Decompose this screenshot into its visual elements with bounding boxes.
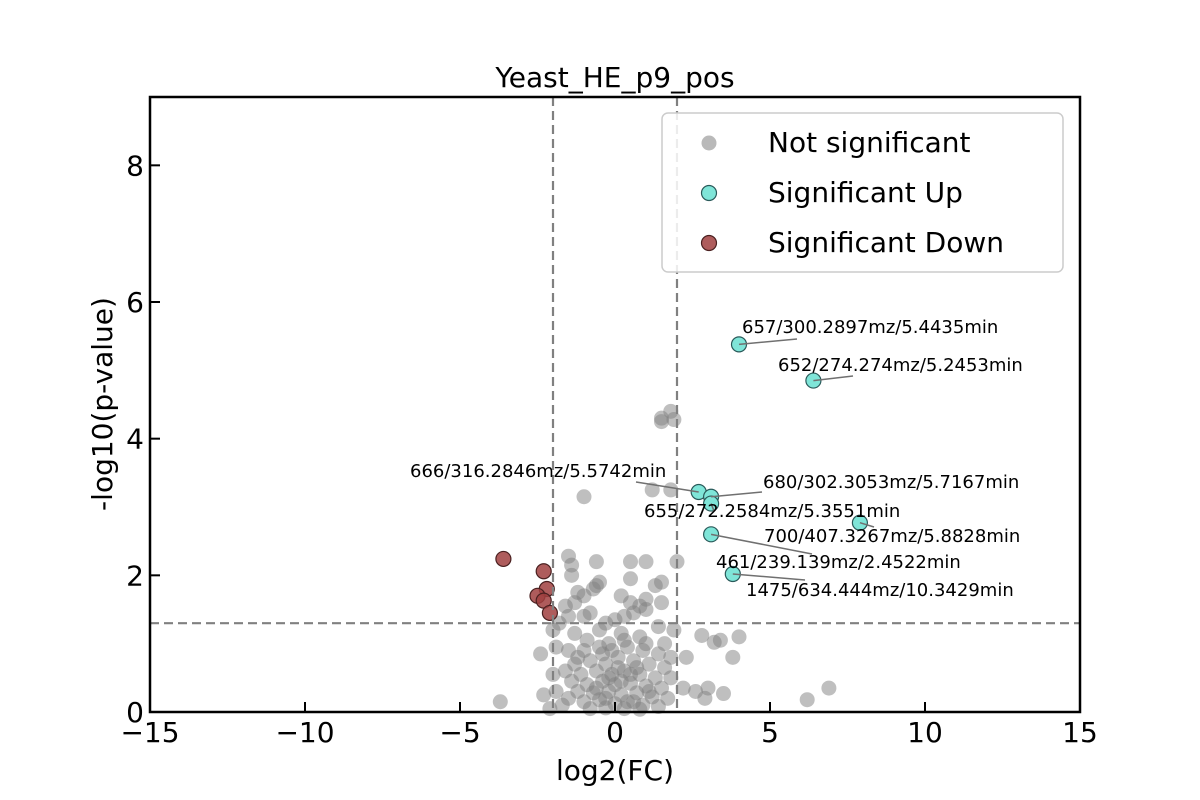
annotation-leader-4 (710, 503, 715, 512)
x-tick-label-1: −10 (275, 716, 334, 749)
legend-marker-not-significant (701, 135, 717, 151)
point-not-significant-2 (654, 414, 669, 430)
point-not-significant-37 (650, 619, 666, 635)
y-tick-label-3: 6 (126, 286, 144, 319)
legend-marker-significant-up (700, 184, 718, 202)
point-significant-down-1 (535, 563, 552, 580)
annotation-leader-5 (859, 521, 875, 528)
y-tick-label-2: 4 (126, 423, 144, 456)
point-not-significant-53 (678, 649, 694, 665)
point-not-significant-10 (564, 567, 580, 583)
point-not-significant-60 (635, 643, 651, 658)
point-not-significant-21 (588, 578, 604, 594)
point-not-significant-9 (564, 557, 580, 573)
annotation-label-0: 657/300.2897mz/5.4435min (742, 317, 998, 338)
annotation-leader-7 (732, 573, 806, 581)
point-not-significant-126 (554, 697, 570, 713)
point-not-significant-17 (647, 578, 663, 594)
point-not-significant-50 (706, 634, 722, 650)
annotation-leader-3 (711, 491, 763, 498)
point-not-significant-8 (588, 554, 604, 570)
point-not-significant-15 (623, 571, 638, 587)
point-not-significant-34 (582, 605, 598, 621)
legend-label-significant-down: Significant Down (768, 226, 1004, 259)
annotation-leader-6 (710, 533, 813, 555)
y-tick-label-1: 2 (126, 559, 144, 592)
y-axis-label: -log10(p-value) (86, 297, 119, 511)
point-not-significant-108 (697, 690, 713, 706)
annotation-label-6: 461/239.139mz/2.4522min (716, 552, 961, 573)
point-not-significant-12 (638, 554, 654, 570)
legend-label-significant-up: Significant Up (768, 176, 963, 209)
point-not-significant-112 (601, 670, 617, 686)
point-not-significant-104 (492, 694, 508, 710)
point-significant-down-0 (495, 550, 512, 568)
point-not-significant-125 (663, 670, 679, 686)
x-tick-label-0: −15 (120, 716, 179, 749)
point-not-significant-3 (666, 412, 682, 428)
point-not-significant-11 (623, 554, 638, 570)
x-tick-label-4: 5 (761, 716, 779, 749)
point-not-significant-97 (650, 699, 666, 715)
point-significant-down-5 (541, 604, 559, 622)
annotation-label-1: 652/274.274mz/5.2453min (778, 355, 1023, 376)
point-not-significant-128 (657, 636, 673, 652)
point-not-significant-110 (821, 680, 837, 696)
point-not-significant-109 (716, 686, 731, 702)
annotation-label-3: 680/302.3053mz/5.7167min (763, 472, 1019, 493)
point-not-significant-121 (567, 656, 583, 672)
point-not-significant-56 (533, 646, 549, 662)
point-not-significant-51 (731, 629, 747, 645)
annotations-layer: 657/300.2897mz/5.4435min 652/274.274mz/5.… (410, 317, 1023, 601)
point-not-significant-105 (675, 680, 691, 696)
point-not-significant-111 (799, 692, 815, 708)
y-tick-label-0: 0 (126, 696, 144, 729)
point-not-significant-25 (567, 595, 583, 611)
point-not-significant-29 (638, 602, 654, 617)
x-tick-label-3: 0 (606, 716, 624, 749)
annotation-label-7: 1475/634.444mz/10.3429min (746, 580, 1014, 601)
point-not-significant-98 (582, 701, 598, 717)
point-not-significant-120 (641, 684, 657, 699)
point-not-significant-28 (654, 595, 669, 611)
annotation-label-5: 700/407.3267mz/5.8828min (764, 526, 1020, 547)
point-not-significant-113 (610, 660, 626, 676)
x-tick-label-6: 15 (1062, 716, 1098, 749)
points-layer (492, 336, 869, 717)
point-not-significant-127 (542, 701, 558, 717)
x-tick-label-2: −5 (439, 716, 480, 749)
point-not-significant-123 (598, 690, 614, 706)
legend-label-not-significant: Not significant (768, 126, 971, 159)
annotation-label-2: 666/316.2846mz/5.5742min (410, 461, 666, 482)
point-not-significant-40 (592, 622, 607, 638)
point-not-significant-39 (567, 625, 583, 641)
point-not-significant-4 (576, 489, 592, 505)
legend-box (661, 112, 1064, 273)
point-not-significant-117 (616, 632, 632, 648)
annotation-leader-2 (635, 481, 699, 493)
legend: Not significant Significant Up Significa… (661, 112, 1064, 273)
point-not-significant-52 (725, 649, 741, 665)
point-not-significant-6 (663, 482, 679, 498)
axis-ticks: −15 −10 −5 0 5 10 15 0 2 4 6 8 (120, 149, 1097, 749)
x-axis-label: log2(FC) (556, 754, 674, 787)
point-not-significant-115 (626, 694, 642, 710)
y-tick-label-4: 8 (126, 149, 144, 182)
point-not-significant-103 (536, 687, 552, 703)
point-not-significant-124 (623, 666, 638, 682)
point-not-significant-48 (694, 627, 710, 643)
annotation-leader-1 (813, 375, 854, 382)
chart-title: Yeast_HE_p9_pos (494, 61, 734, 94)
annotation-label-4: 655/272.2584mz/5.3551min (644, 501, 900, 522)
annotation-leader-0 (738, 338, 798, 346)
point-not-significant-114 (588, 680, 604, 696)
point-not-significant-38 (666, 622, 682, 638)
x-tick-label-5: 10 (907, 716, 943, 749)
point-not-significant-118 (595, 646, 611, 662)
legend-marker-significant-down (700, 234, 718, 252)
point-not-significant-5 (644, 482, 660, 498)
point-not-significant-36 (607, 612, 623, 628)
point-not-significant-68 (641, 656, 657, 672)
